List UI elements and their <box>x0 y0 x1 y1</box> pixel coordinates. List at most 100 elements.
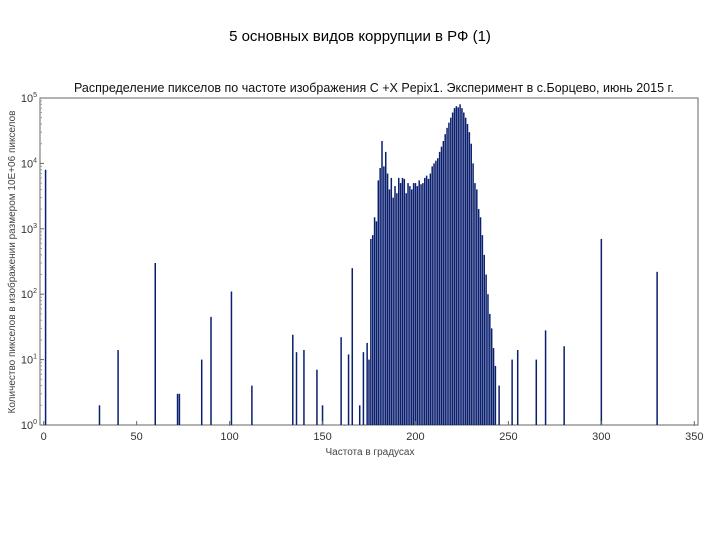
bar <box>403 178 406 425</box>
bar <box>422 183 424 425</box>
bar <box>251 385 253 425</box>
bar <box>375 221 378 425</box>
bar <box>427 178 430 425</box>
bar <box>370 238 372 425</box>
bar <box>154 263 156 425</box>
y-ticks: 100 101 102 103 104 105 <box>21 92 44 432</box>
bar <box>470 143 472 425</box>
bar <box>295 352 298 425</box>
bar <box>344 425 346 426</box>
x-tick-label: 200 <box>406 431 424 443</box>
bar <box>431 166 433 425</box>
bar <box>437 158 439 425</box>
x-ticks: 0 50 100 150 200 250 300 350 <box>41 421 703 443</box>
bar <box>487 294 489 425</box>
bar <box>98 405 101 425</box>
bar <box>457 107 459 425</box>
bar <box>420 184 422 425</box>
bar <box>544 330 547 425</box>
bar <box>394 186 396 425</box>
bar <box>424 177 426 425</box>
bar <box>418 180 420 425</box>
bar <box>388 189 391 425</box>
bar <box>210 316 212 425</box>
bar <box>453 108 456 425</box>
bar <box>433 163 435 425</box>
bar <box>464 117 467 425</box>
bar <box>396 193 398 425</box>
bar <box>405 193 407 425</box>
bar <box>347 354 350 425</box>
bar <box>693 425 696 426</box>
bar <box>511 359 513 425</box>
y-tick-label: 103 <box>21 223 37 236</box>
bar <box>351 268 354 425</box>
bar <box>200 359 203 425</box>
bar <box>455 106 458 426</box>
bar <box>397 177 400 425</box>
bar <box>516 350 519 425</box>
bar <box>379 168 381 425</box>
bar <box>176 393 179 425</box>
bar <box>450 117 452 425</box>
x-tick-label: 300 <box>592 431 610 443</box>
bar <box>366 342 368 425</box>
y-tick-label: 104 <box>21 157 37 170</box>
y-tick-label: 105 <box>21 92 37 105</box>
bar <box>438 151 441 425</box>
x-tick-label: 0 <box>41 431 47 443</box>
bar <box>373 217 376 425</box>
bar <box>358 405 361 425</box>
bar <box>386 173 389 425</box>
bar <box>489 313 491 425</box>
bar <box>392 197 394 425</box>
slide-title: 5 основных видов коррупции в РФ (1) <box>229 28 491 45</box>
bar <box>440 146 443 425</box>
bar <box>178 393 181 425</box>
bar <box>425 175 428 425</box>
bar <box>407 183 409 425</box>
bar <box>390 177 393 425</box>
bar <box>535 359 538 425</box>
x-tick-label: 150 <box>313 431 331 443</box>
x-axis-label: Частота в градусах <box>326 447 415 458</box>
bar <box>117 350 119 425</box>
bar <box>468 132 471 425</box>
bar <box>409 186 411 425</box>
grid-layer <box>40 100 42 406</box>
bar <box>656 271 658 425</box>
bar <box>498 385 500 425</box>
bar <box>448 122 450 425</box>
y-tick-label: 100 <box>21 419 37 432</box>
y-tick-label: 101 <box>21 354 37 367</box>
bar <box>472 163 474 425</box>
bar <box>435 160 437 425</box>
bar <box>371 235 374 425</box>
bars-layer <box>42 104 696 426</box>
bar <box>494 365 497 425</box>
bar <box>414 183 417 425</box>
bar <box>399 183 402 425</box>
bar <box>483 254 485 425</box>
bar <box>377 180 380 425</box>
bar <box>416 186 419 425</box>
bar <box>44 169 47 425</box>
bar <box>384 151 387 425</box>
bar <box>412 183 415 425</box>
bar <box>340 337 342 425</box>
bar <box>477 209 480 425</box>
y-tick-label: 102 <box>21 288 37 301</box>
bar <box>292 334 294 425</box>
bar <box>466 124 469 425</box>
bar <box>563 346 565 425</box>
bar <box>368 359 370 425</box>
bar <box>476 189 478 425</box>
y-axis-label: Количество пикселов в изображении размер… <box>6 111 18 414</box>
bar <box>442 141 445 425</box>
bar <box>451 112 454 425</box>
bar <box>228 425 231 426</box>
bar <box>479 217 482 425</box>
bar <box>463 112 465 425</box>
bar <box>600 238 603 425</box>
